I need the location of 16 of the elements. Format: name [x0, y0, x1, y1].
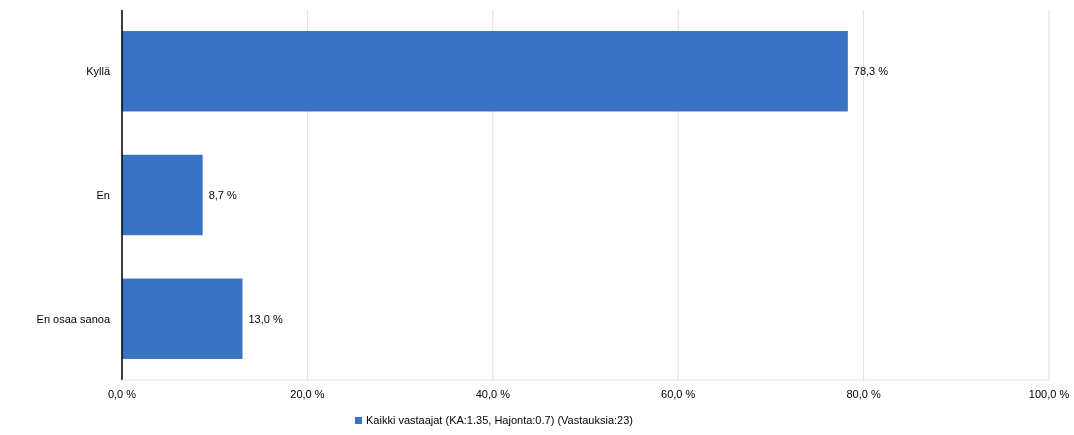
data-label: 8,7 %	[208, 188, 237, 201]
bar	[122, 31, 848, 112]
x-tick-label: 40,0 %	[475, 388, 511, 400]
x-tick-label: 100,0 %	[1028, 388, 1070, 400]
data-label: 78,3 %	[853, 65, 889, 78]
x-tick-label: 0,0 %	[107, 388, 137, 400]
y-tick-label: En	[96, 188, 110, 201]
y-tick-label: En osaa sanoa	[36, 312, 111, 325]
data-label: 13,0 %	[248, 312, 283, 325]
y-tick-label: Kyllä	[86, 65, 111, 78]
bar	[122, 154, 203, 236]
x-tick-label: 80,0 %	[846, 388, 881, 400]
bar	[122, 278, 243, 359]
x-tick-label: 60,0 %	[661, 388, 696, 400]
legend-label: Kaikki vastaajat (KA:1.35, Hajonta:0.7) (Vastauksia:23)	[366, 414, 633, 426]
x-tick-label: 20,0 %	[290, 388, 325, 400]
